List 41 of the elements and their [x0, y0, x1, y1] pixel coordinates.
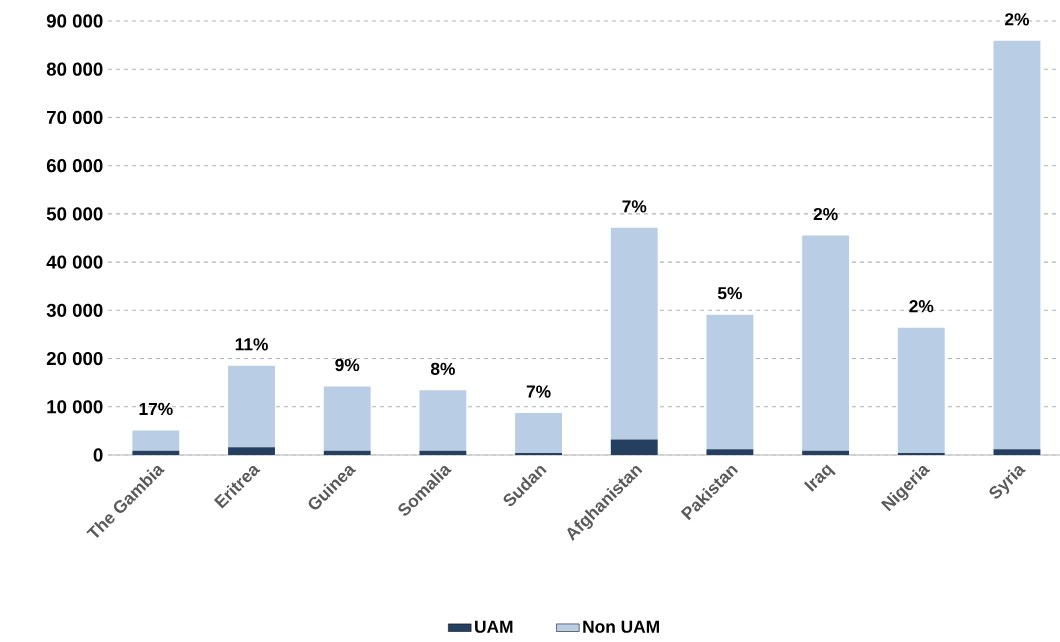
bar [323, 450, 371, 455]
bar [610, 439, 658, 455]
annotation: 2% [813, 207, 838, 221]
y-tick-label: 90 000 [46, 14, 103, 28]
y-tick-label: 60 000 [46, 159, 103, 173]
bar [610, 227, 658, 440]
x-tick-label: Iraq [803, 464, 836, 492]
bar [419, 390, 467, 451]
y-tick-label: 50 000 [46, 207, 103, 221]
legend-label: UAM [475, 620, 513, 633]
bar [802, 235, 850, 451]
bar [419, 450, 467, 455]
annotation: 8% [430, 362, 455, 375]
bar [993, 449, 1041, 455]
bar [993, 40, 1041, 450]
bar [323, 386, 371, 451]
bar [228, 365, 275, 448]
annotation: 2% [1005, 13, 1030, 26]
y-tick-label: 30 000 [46, 303, 103, 317]
bar [132, 450, 180, 455]
y-tick-label: 0 [93, 448, 103, 462]
annotation: 5% [717, 287, 742, 300]
y-tick-label: 40 000 [46, 255, 103, 269]
bar [897, 327, 945, 454]
annotation: 11% [235, 338, 268, 351]
annotation: 2% [909, 300, 934, 313]
bar [132, 430, 180, 451]
bar [706, 449, 754, 455]
annotation: 7% [526, 385, 551, 398]
annotation: 17% [139, 402, 173, 416]
bar [802, 450, 850, 455]
legend-label: Non UAM [583, 620, 659, 633]
y-tick-label: 20 000 [46, 351, 103, 366]
annotation: 7% [622, 200, 647, 213]
annotation: 9% [335, 358, 360, 372]
y-tick-label: 10 000 [47, 400, 103, 414]
bar [515, 413, 562, 454]
y-tick-label: 70 000 [47, 110, 103, 125]
y-tick-label: 80 000 [46, 62, 103, 76]
bar [706, 314, 754, 450]
bar [228, 447, 275, 455]
